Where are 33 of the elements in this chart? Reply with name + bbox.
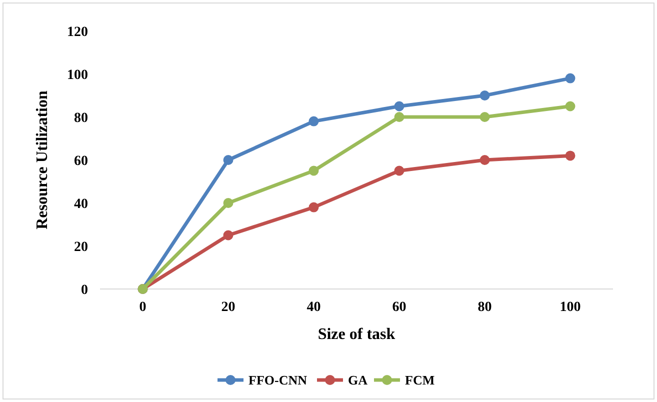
y-tick-label: 0 [81,282,88,298]
y-tick-label: 120 [67,24,88,40]
legend-label: GA [348,372,368,388]
point [565,73,576,84]
point [223,155,234,165]
x-tick-label: 40 [306,300,321,315]
legend-label: FCM [405,372,435,388]
point [308,202,319,212]
point [394,101,404,112]
y-tick-label: 40 [74,196,88,212]
point [480,155,490,165]
y-tick-label: 60 [74,154,88,169]
x-tick-label: 20 [221,300,236,315]
point [223,198,234,208]
point [394,166,404,176]
x-tick-label: 0 [139,300,146,315]
point [308,166,319,176]
x-tick-label: 60 [392,300,406,315]
point [223,230,234,240]
x-tick-label: 100 [560,300,581,315]
y-tick-label: 20 [74,240,88,255]
point [565,101,576,112]
point [308,116,319,126]
y-tick-label: 100 [67,68,88,83]
y-tick-label: 80 [74,110,88,126]
point [565,150,576,161]
legend-label: FFO-CNN [248,372,308,388]
y-axis-title: Resource Utilization [34,90,51,230]
point [394,112,404,122]
point [480,90,490,100]
point [480,112,490,122]
x-tick-label: 80 [478,300,492,315]
x-axis-title: Size of task [318,326,396,343]
